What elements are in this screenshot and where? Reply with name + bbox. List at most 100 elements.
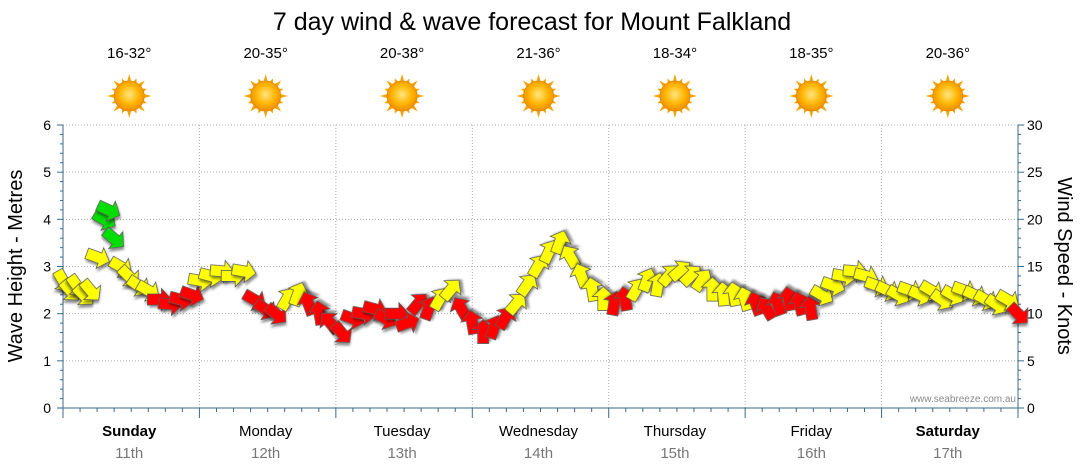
- sun-ray: [263, 74, 268, 82]
- wind-arrow: [95, 199, 121, 222]
- sun-ray: [536, 74, 541, 82]
- y-tick-label-right: 20: [1027, 211, 1043, 227]
- wind-arrow: [263, 301, 287, 325]
- wind-arrow: [329, 319, 353, 343]
- day-label: Wednesday: [499, 423, 578, 440]
- y-tick-label-left: 2: [43, 306, 51, 322]
- date-label: 17th: [933, 445, 962, 462]
- sun-ray: [143, 93, 152, 99]
- day-temperature: 21-36°: [516, 45, 560, 62]
- y-tick-label-right: 0: [1027, 400, 1035, 416]
- y-tick-label-left: 6: [43, 117, 51, 133]
- y-tick-label-right: 30: [1027, 117, 1043, 133]
- day-label: Saturday: [916, 423, 981, 440]
- date-label: 11th: [115, 445, 143, 462]
- sun-ray: [672, 110, 678, 118]
- sun-icon: [652, 74, 697, 118]
- wind-arrow: [84, 246, 110, 270]
- sun-disc: [250, 80, 282, 112]
- x-axis-day-labels: Sunday 11th Monday 12th Tuesday 13th Wednesday…: [102, 423, 980, 462]
- sun-ray: [652, 93, 661, 99]
- sun-icon: [789, 74, 834, 118]
- sun-icon: [516, 74, 561, 118]
- date-label: 12th: [251, 445, 280, 462]
- day-temperature: 20-38°: [380, 45, 424, 62]
- wind-arrow: [1005, 301, 1029, 325]
- sun-ray: [688, 93, 697, 99]
- sun-ray: [127, 110, 132, 118]
- day-temperature: 16-32°: [107, 45, 151, 62]
- wind-arrow: [504, 293, 527, 317]
- wind-arrow: [808, 283, 834, 307]
- day-temperature: 20-35°: [243, 45, 287, 62]
- y-tick-label-left: 4: [43, 211, 51, 227]
- sun-ray: [279, 93, 288, 99]
- sun-disc: [386, 80, 418, 112]
- day-label: Tuesday: [374, 423, 431, 440]
- y-axis-right-label: Wind Speed - Knots: [1053, 177, 1075, 355]
- axes: 0 1 2 3 4 5 6 0 5 10 15 20 25 30: [43, 117, 1043, 418]
- day-label: Sunday: [102, 423, 157, 440]
- sun-ray: [552, 93, 561, 99]
- sun-ray: [672, 74, 678, 82]
- watermark: www.seabreeze.com.au: [909, 394, 1016, 405]
- sun-icon: [107, 74, 152, 118]
- wind-arrow: [78, 277, 102, 301]
- sun-ray: [399, 110, 405, 118]
- sun-disc: [523, 80, 554, 112]
- sun-ray: [809, 110, 814, 118]
- sun-ray: [825, 93, 834, 99]
- wind-arrow: [515, 274, 539, 299]
- y-tick-label-right: 10: [1027, 306, 1043, 322]
- sun-ray: [809, 74, 814, 82]
- sun-disc: [932, 80, 964, 112]
- weather-header: 16-32° 20-35° 20-38° 21-36° 18-34° 18-35° 20-3…: [107, 45, 970, 118]
- sun-disc: [113, 80, 145, 112]
- sun-ray: [127, 74, 132, 82]
- date-label: 15th: [660, 445, 689, 462]
- sun-ray: [961, 93, 970, 99]
- sun-ray: [516, 93, 525, 99]
- chart-title: 7 day wind & wave forecast for Mount Fal…: [273, 8, 791, 36]
- wind-arrows: [52, 199, 1029, 344]
- sun-ray: [263, 110, 268, 118]
- wind-arrow: [100, 226, 124, 250]
- sun-icon: [380, 74, 425, 118]
- y-tick-label-left: 3: [43, 259, 51, 275]
- y-tick-label-right: 5: [1027, 353, 1035, 369]
- day-temperature: 18-34°: [653, 45, 697, 62]
- wind-arrow: [558, 245, 582, 270]
- wind-arrow: [230, 259, 257, 284]
- y-tick-label-left: 1: [43, 353, 51, 369]
- sun-ray: [416, 93, 425, 99]
- wind-arrow: [690, 269, 713, 294]
- sun-disc: [795, 80, 827, 112]
- wind-arrow: [798, 295, 823, 322]
- sun-ray: [945, 74, 950, 82]
- wind-arrow: [287, 282, 310, 308]
- sun-ray: [925, 93, 934, 99]
- wind-arrow: [438, 279, 462, 303]
- sun-ray: [789, 93, 798, 99]
- y-tick-label-left: 0: [43, 400, 51, 416]
- sun-ray: [380, 93, 389, 99]
- sun-disc: [659, 80, 691, 112]
- date-label: 13th: [387, 445, 416, 462]
- date-label: 16th: [797, 445, 826, 462]
- sun-ray: [399, 74, 405, 82]
- date-label: 14th: [524, 445, 553, 462]
- sun-ray: [107, 93, 116, 99]
- sun-icon: [243, 74, 288, 118]
- y-tick-label-right: 15: [1027, 259, 1043, 275]
- y-axis-left-label: Wave Height - Metres: [5, 170, 27, 363]
- day-label: Thursday: [644, 423, 707, 440]
- wind-arrow: [178, 284, 204, 307]
- day-label: Monday: [239, 423, 293, 440]
- day-temperature: 18-35°: [789, 45, 833, 62]
- y-tick-label-right: 25: [1027, 164, 1043, 180]
- sun-ray: [945, 110, 950, 118]
- sun-ray: [536, 110, 541, 118]
- day-temperature: 20-36°: [926, 45, 970, 62]
- sun-icon: [925, 74, 970, 118]
